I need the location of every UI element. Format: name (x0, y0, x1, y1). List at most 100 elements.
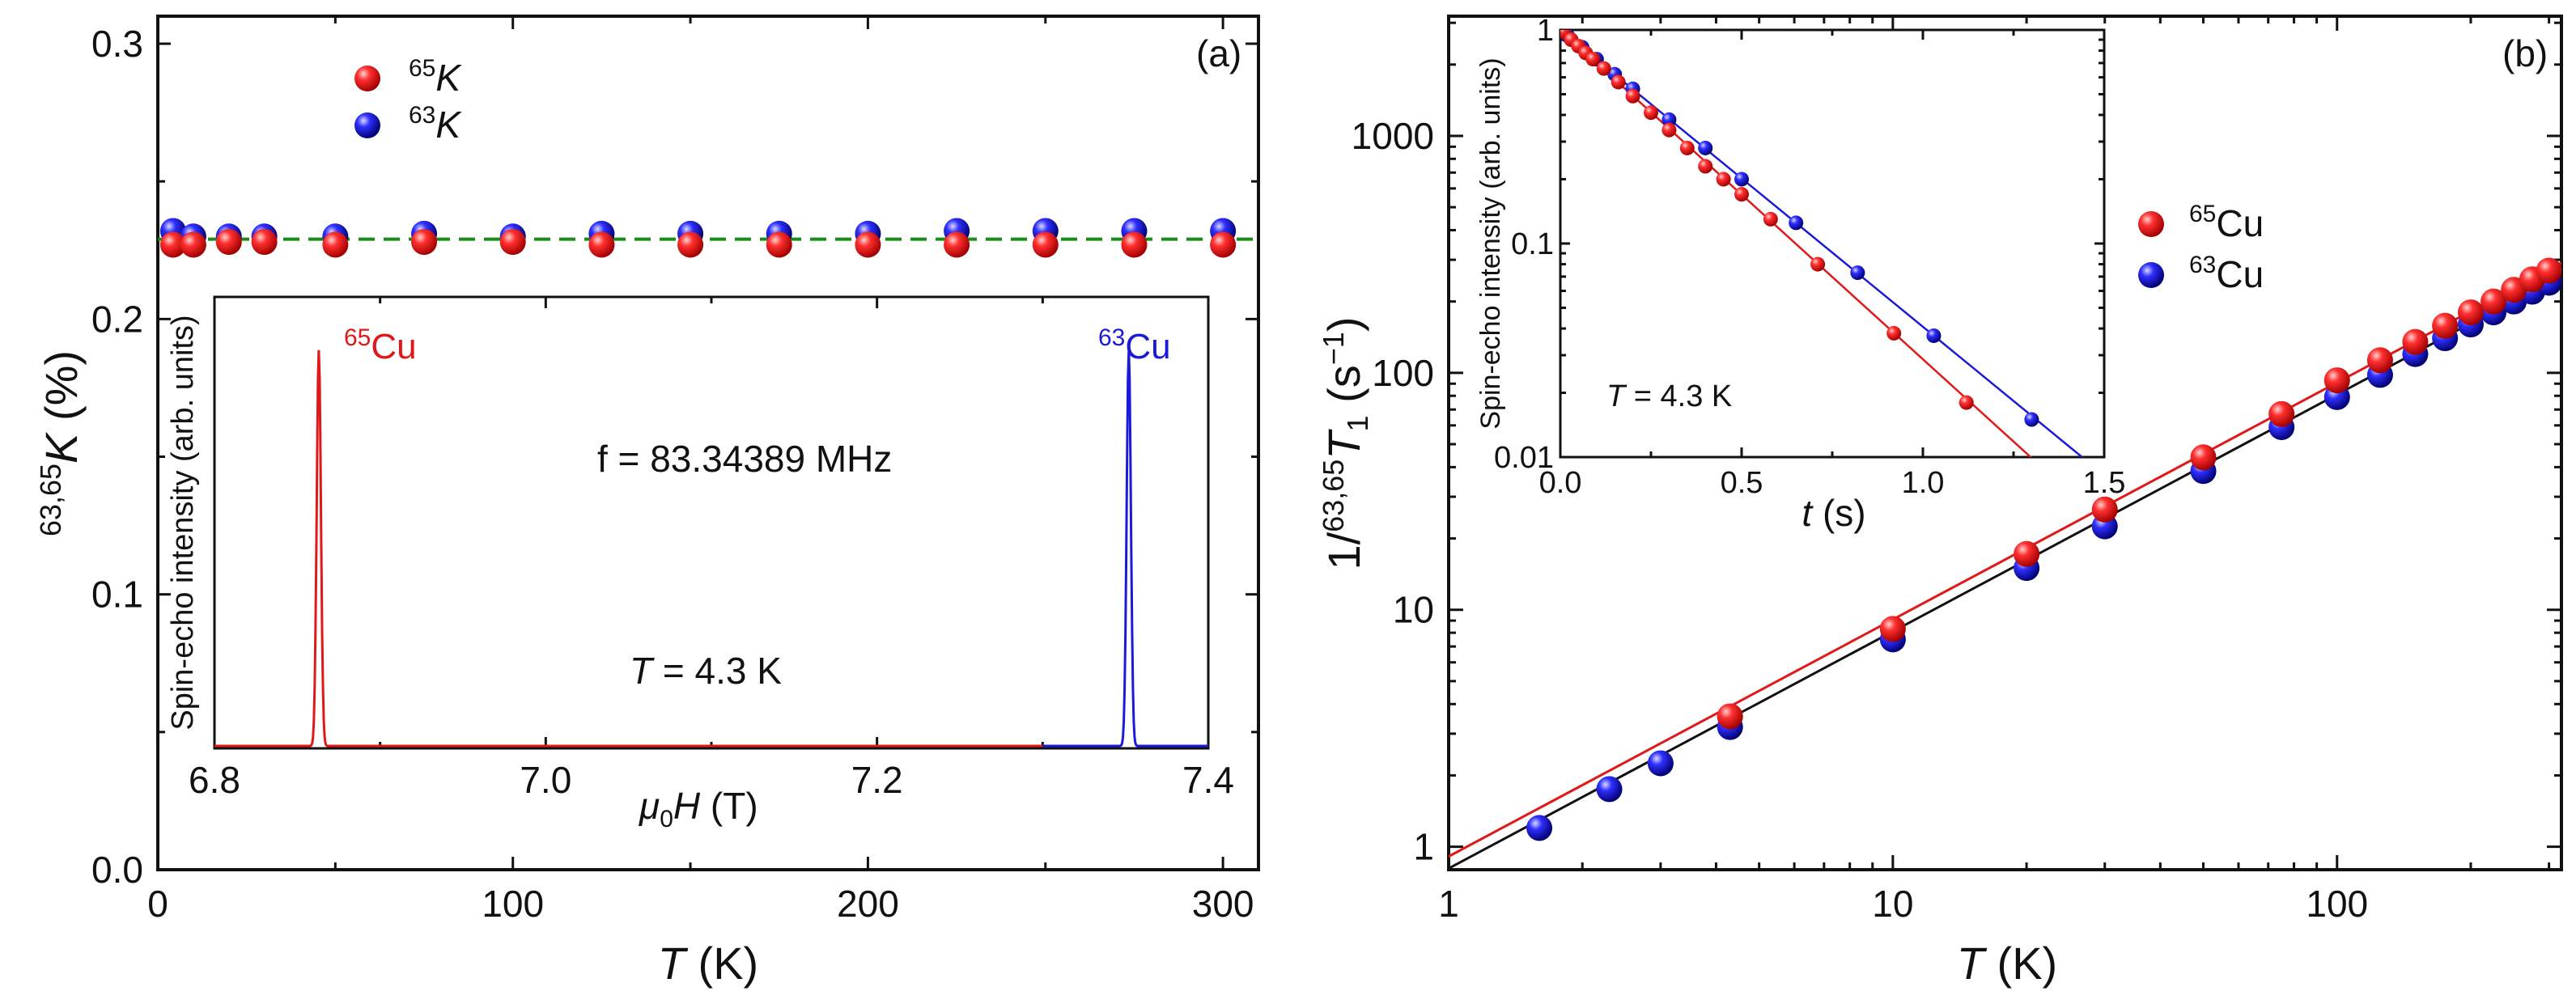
inset-a-x-tick-label: 7.4 (1182, 759, 1234, 801)
panel-b-inset: 0.0 0.5 1.0 1.5 0.01 0.1 1 T = 4.3 K Spin-echo… (1475, 14, 2125, 534)
legend-label-65K: 65K (409, 55, 462, 99)
inset-b-point-65Cu (1763, 211, 1778, 227)
inset-b-point-65Cu (1625, 88, 1640, 104)
panel-b-point-65Cu (2091, 496, 2118, 523)
panel-a-point-65K (1032, 231, 1059, 258)
legend-marker-63Cu (2138, 262, 2164, 288)
panel-b-point-65Cu (2190, 444, 2217, 471)
inset-b-x-tick-label: 0.5 (1721, 466, 1763, 500)
panel-a-y-tick-label: 0.0 (91, 849, 143, 891)
panel-b-point-65Cu (1717, 703, 1743, 730)
panel-a-point-65K (411, 229, 438, 256)
inset-a-y-axis-title: Spin-echo intensity (arb. units) (166, 315, 200, 730)
inset-a-frequency-annotation: f = 83.34389 MHz (597, 438, 892, 480)
panel-a-point-65K (766, 231, 792, 258)
inset-b-point-63Cu (1661, 112, 1677, 127)
panel-a-label: (a) (1196, 32, 1241, 74)
panel-a-y-axis-title: 63,65K (%) (34, 350, 87, 536)
inset-b-point-63Cu (2024, 412, 2039, 427)
inset-a-frame (213, 295, 1210, 750)
inset-b-point-65Cu (2060, 489, 2075, 504)
panel-a-x-tick-label: 300 (1192, 883, 1254, 925)
panel-b-label: (b) (2502, 32, 2548, 74)
panel-b-point-65Cu (1879, 616, 1906, 642)
inset-b-frame (1559, 28, 2106, 459)
panel-a-frame (156, 15, 1260, 871)
panel-b-point-65Cu (2457, 299, 2484, 326)
inset-b-point-65Cu (1661, 122, 1677, 138)
inset-b-point-65Cu (1585, 52, 1601, 67)
inset-b-temperature-annotation: T = 4.3 K (1606, 379, 1732, 413)
panel-a-y-tick-label: 0.3 (91, 23, 143, 65)
inset-b-y-tick-label: 0.1 (1511, 227, 1554, 261)
panel-b-point-65Cu (2323, 367, 2350, 394)
panel-b-x-axis-title: T (K) (1957, 938, 2057, 989)
panel-b-point-63Cu (1647, 750, 1674, 777)
panel-a-y-tick-label: 0.1 (91, 574, 143, 616)
inset-b-y-tick-label: 1 (1537, 14, 1554, 48)
panel-a-point-65K (944, 231, 970, 258)
panel-b-legend: 65Cu 63Cu (2138, 201, 2264, 295)
panel-b-y-tick-label: 10 (1393, 589, 1434, 631)
panel-b-point-65Cu (2432, 312, 2459, 339)
inset-b-y-axis-title: Spin-echo intensity (arb. units) (1475, 57, 1506, 429)
inset-b-point-65Cu (1959, 395, 1974, 410)
inset-a-temperature-annotation: T = 4.3 K (630, 650, 782, 692)
panel-a-point-65K (215, 229, 242, 256)
inset-b-y-tick-label: 0.01 (1494, 441, 1554, 475)
inset-b-point-63Cu (1850, 265, 1865, 281)
legend-label-63K: 63K (409, 102, 462, 146)
panel-b-frame (1447, 15, 2563, 871)
inset-a-peak-label-65Cu: 65Cu (344, 324, 417, 366)
panel-b-points (1526, 257, 2561, 841)
panel-b-point-63Cu (1596, 776, 1623, 803)
panel-a-point-65K (1121, 231, 1148, 258)
inset-b-point-65Cu (1596, 61, 1611, 76)
inset-a-ticks: 6.8 7.0 7.2 7.4 (189, 297, 1234, 801)
panel-a-x-tick-label: 200 (837, 883, 899, 925)
panel-a-point-65K (499, 229, 526, 256)
legend-marker-65K (354, 66, 380, 91)
panel-a-points (159, 218, 1237, 258)
panel-a-y-tick-label: 0.2 (91, 298, 143, 340)
legend-marker-63K (354, 112, 380, 138)
panel-a-point-65K (251, 229, 278, 256)
panel-a-point-65K (159, 231, 186, 258)
inset-fit-line-65Cu (1560, 30, 2033, 457)
inset-b-point-65Cu (1698, 159, 1713, 174)
panel-a-ticks: 0 100 200 300 0.0 0.1 0.2 0.3 (91, 16, 1258, 925)
legend-label-65Cu: 65Cu (2189, 201, 2264, 244)
inset-b-point-63Cu (1789, 215, 1804, 231)
panel-b-y-tick-label: 1000 (1352, 115, 1434, 157)
inset-b-x-tick-label: 0.0 (1539, 466, 1582, 500)
panel-b-point-65Cu (2366, 347, 2393, 374)
panel-b: 1 10 100 1 10 100 1000 (b) 65Cu 63Cu T (K) 1/6… (1317, 14, 2563, 989)
panel-b-x-tick-label: 100 (2306, 883, 2368, 925)
panel-b-y-tick-label: 100 (1372, 352, 1434, 394)
inset-b-x-axis-title: t (s) (1802, 492, 1865, 534)
inset-a-peak-label-63Cu: 63Cu (1098, 324, 1171, 366)
inset-a-x-axis-title: μ0H (T) (639, 785, 758, 832)
inset-b-points (1560, 30, 2075, 504)
inset-a-spectrum (214, 349, 1208, 748)
panel-a-x-tick-label: 0 (147, 883, 168, 925)
inset-b-point-63Cu (1734, 172, 1749, 187)
inset-b-point-65Cu (1716, 172, 1731, 187)
panel-b-point-65Cu (2268, 400, 2295, 427)
spectrum-line-63Cu (1042, 349, 1208, 748)
inset-b-point-65Cu (1611, 74, 1626, 90)
panel-b-y-axis-title: 1/63,65T1 (s−1) (1317, 317, 1374, 570)
panel-a-x-axis-title: T (K) (658, 938, 758, 989)
spectrum-line-65Cu (214, 349, 1043, 748)
inset-b-point-63Cu (1698, 140, 1713, 155)
panel-a-point-65K (1210, 231, 1237, 258)
panel-a-point-65K (677, 231, 704, 258)
inset-b-point-65Cu (1810, 256, 1826, 272)
inset-a-x-tick-label: 6.8 (189, 759, 240, 801)
inset-a-x-tick-label: 7.2 (851, 759, 903, 801)
inset-b-point-63Cu (1926, 328, 1942, 343)
inset-b-ticks: 0.0 0.5 1.0 1.5 0.01 0.1 1 (1494, 14, 2125, 500)
inset-b-point-65Cu (1886, 325, 1902, 341)
panel-b-point-65Cu (2536, 257, 2561, 284)
